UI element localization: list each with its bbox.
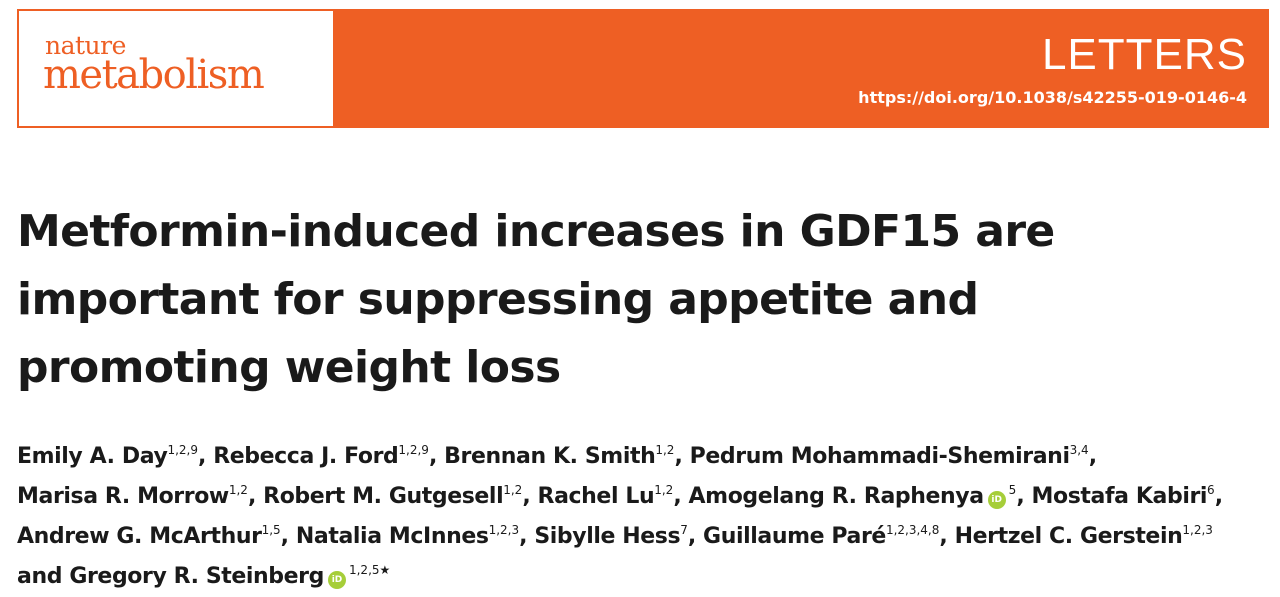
author-name[interactable]: Rebecca J. Ford <box>213 444 399 469</box>
author-entry: Brennan K. Smith1,2, <box>444 444 690 469</box>
author-name[interactable]: Sibylle Hess <box>534 524 681 549</box>
author-name[interactable]: Brennan K. Smith <box>444 444 656 469</box>
author-name[interactable]: Marisa R. Morrow <box>17 484 229 509</box>
author-affiliation: 1,2 <box>654 483 674 497</box>
author-name[interactable]: Robert M. Gutgesell <box>263 484 504 509</box>
author-entry: Robert M. Gutgesell1,2, <box>263 484 537 509</box>
author-separator: , <box>519 524 535 549</box>
author-separator: , <box>198 444 214 469</box>
author-separator: , <box>939 524 955 549</box>
author-affiliation: 7 <box>680 523 688 537</box>
author-separator: , <box>428 444 445 469</box>
author-entry: Pedrum Mohammadi-Shemirani3,4, <box>690 444 1104 469</box>
journal-banner: nature metabolism LETTERS https://doi.or… <box>17 9 1269 128</box>
title-line: Metformin-induced increases in GDF15 are <box>17 206 1055 257</box>
author-name[interactable]: Hertzel C. Gerstein <box>954 524 1183 549</box>
author-name[interactable]: and Gregory R. Steinberg <box>17 564 324 589</box>
author-affiliation: 1,2,3,4,8 <box>885 523 940 537</box>
author-name[interactable]: Emily A. Day <box>17 444 168 469</box>
author-entry: Sibylle Hess7, <box>534 524 703 549</box>
author-entry: Rachel Lu1,2, <box>538 484 689 509</box>
journal-logo: nature metabolism <box>17 9 335 128</box>
orcid-icon[interactable]: iD <box>987 491 1006 509</box>
author-affiliation: 5 <box>1008 483 1017 497</box>
author-separator: , <box>687 524 704 549</box>
author-name[interactable]: Andrew G. McArthur <box>17 524 262 549</box>
title-line: promoting weight loss <box>17 342 561 393</box>
author-separator: , <box>673 484 689 509</box>
author-affiliation: 1,2,5★ <box>348 563 391 577</box>
author-name[interactable]: Pedrum Mohammadi-Shemirani <box>689 444 1070 469</box>
author-affiliation: 1,2 <box>503 483 523 497</box>
author-separator: , <box>1088 444 1104 469</box>
author-entry: Emily A. Day1,2,9, <box>17 444 213 469</box>
author-affiliation: 1,2 <box>655 443 675 457</box>
logo-word-nature: nature <box>45 31 126 60</box>
author-name[interactable]: Mostafa Kabiri <box>1031 484 1208 509</box>
author-entry: Mostafa Kabiri6, <box>1032 484 1230 509</box>
author-name[interactable]: Amogelang R. Raphenya <box>688 484 985 509</box>
doi-link[interactable]: https://doi.org/10.1038/s42255-019-0146-… <box>858 88 1247 107</box>
author-separator: , <box>522 484 538 509</box>
author-separator: , <box>674 444 690 469</box>
author-entry: Amogelang R. Raphenya iD5, <box>689 484 1032 509</box>
title-line: important for suppressing appetite and <box>17 274 979 325</box>
author-affiliation: 3,4 <box>1069 443 1089 457</box>
author-list: Emily A. Day1,2,9, ​Rebecca J. Ford1,2,9… <box>17 437 1272 597</box>
article-title: Metformin-induced increases in GDF15 are… <box>17 198 1217 402</box>
article-type-label: LETTERS <box>1041 30 1247 79</box>
author-affiliation: 1,5 <box>261 523 281 537</box>
author-entry: Rebecca J. Ford1,2,9, <box>213 444 444 469</box>
author-entry: Guillaume Paré1,2,3,4,8, <box>703 524 955 549</box>
author-entry: and Gregory R. Steinberg iD1,2,5★ <box>17 564 390 589</box>
author-affiliation: 1,2 <box>228 483 248 497</box>
author-entry: Hertzel C. Gerstein1,2,3 <box>955 524 1221 549</box>
author-affiliation: 1,2,9 <box>398 443 429 457</box>
author-separator: , <box>247 484 264 509</box>
author-entry: Natalia McInnes1,2,3, <box>296 524 534 549</box>
author-name[interactable]: Natalia McInnes <box>295 524 489 549</box>
author-entry: Marisa R. Morrow1,2, <box>17 484 263 509</box>
author-affiliation: 6 <box>1207 483 1215 497</box>
author-name[interactable]: Guillaume Paré <box>703 524 886 549</box>
author-separator: , <box>1214 484 1230 509</box>
orcid-icon[interactable]: iD <box>327 571 346 589</box>
author-name[interactable]: Rachel Lu <box>537 484 655 509</box>
author-affiliation: 1,2,3 <box>488 523 520 537</box>
logo-word-metabolism: metabolism <box>43 52 265 98</box>
author-affiliation: 1,2,3 <box>1182 523 1213 537</box>
author-separator: , <box>1016 484 1032 509</box>
author-entry: Andrew G. McArthur1,5, <box>17 524 296 549</box>
author-separator: , <box>280 524 296 549</box>
author-separator <box>1213 524 1220 549</box>
author-affiliation: 1,2,9 <box>167 443 199 457</box>
